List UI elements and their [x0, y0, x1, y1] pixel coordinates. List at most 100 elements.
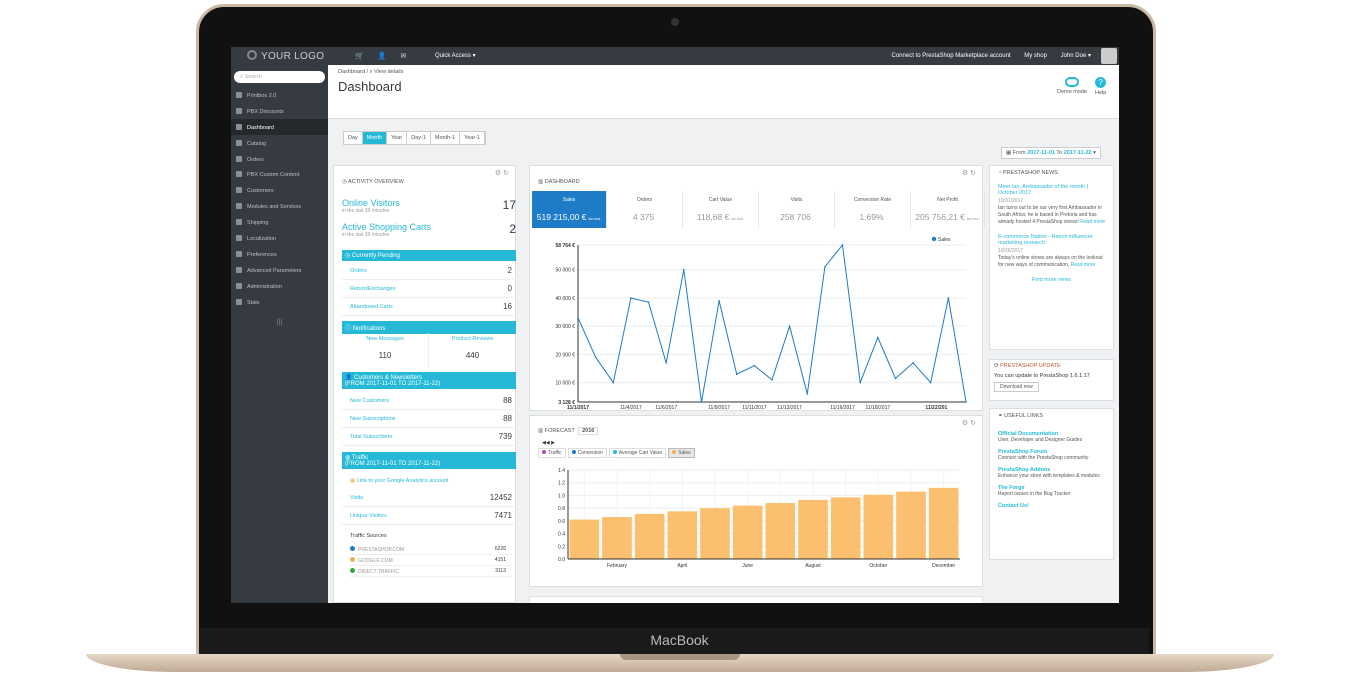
- useful-link[interactable]: Contact Us!: [998, 503, 1105, 509]
- forecast-bar[interactable]: [569, 519, 600, 559]
- my-shop-link[interactable]: My shop: [1024, 53, 1047, 59]
- sidebar-item[interactable]: Preferences: [231, 246, 328, 262]
- sidebar-item[interactable]: Catalog: [231, 135, 328, 151]
- breadcrumb-view[interactable]: View details: [374, 69, 404, 75]
- refresh-icon[interactable]: ↻: [970, 170, 976, 177]
- traffic-row[interactable]: Visits 12452: [342, 490, 516, 507]
- online-visitors[interactable]: Online Visitors in the last 30 minutes 1…: [342, 198, 516, 214]
- sales-point[interactable]: [683, 268, 685, 271]
- date-range-picker[interactable]: ▦ From 2017-11-01 To 2017-11-22 ▾: [1001, 147, 1101, 159]
- kpi-tile[interactable]: Net Profit 205 756,21 € tax excl.: [911, 191, 985, 228]
- avatar[interactable]: [1101, 48, 1117, 64]
- period-button[interactable]: Day-1: [407, 132, 431, 144]
- sidebar-item[interactable]: Advanced Parameters: [231, 262, 328, 278]
- forecast-bar[interactable]: [732, 505, 763, 559]
- useful-link-title[interactable]: PrestaShop Forum: [998, 449, 1048, 455]
- forecast-bar[interactable]: [798, 499, 828, 559]
- sales-point[interactable]: [630, 297, 632, 299]
- sales-point[interactable]: [700, 401, 703, 403]
- news-item-title[interactable]: E-commerce Nation - Reech influencer mar…: [998, 234, 1093, 246]
- sidebar-item[interactable]: Shipping: [231, 214, 328, 230]
- useful-link[interactable]: Official Documentation User, Developer an…: [998, 431, 1105, 443]
- gear-icon[interactable]: ⚙: [961, 420, 969, 427]
- sales-point[interactable]: [965, 401, 967, 403]
- forecast-bar[interactable]: [928, 487, 959, 559]
- useful-link[interactable]: PrestaShop Forum Connect with the PrestaS…: [998, 449, 1105, 461]
- useful-link[interactable]: The Forge Report issues in the Bug Tracke…: [998, 485, 1105, 497]
- search-input[interactable]: ⌕ Search: [234, 71, 325, 83]
- useful-link-title[interactable]: The Forge: [998, 485, 1025, 491]
- sales-point[interactable]: [735, 373, 738, 375]
- breadcrumb-root[interactable]: Dashboard: [338, 69, 365, 75]
- sales-point[interactable]: [577, 316, 579, 319]
- period-button[interactable]: Year: [387, 132, 408, 144]
- sidebar-item[interactable]: Dashboard: [231, 118, 328, 135]
- sales-point[interactable]: [877, 336, 879, 339]
- demo-mode-button[interactable]: Demo mode: [1057, 77, 1087, 95]
- quick-access-menu[interactable]: Quick Access ▾: [435, 53, 476, 59]
- period-button[interactable]: Month: [362, 132, 388, 144]
- mail-icon[interactable]: ✉: [400, 53, 407, 60]
- sales-point[interactable]: [929, 381, 932, 384]
- forecast-nav[interactable]: ◀◀ ▶: [542, 440, 555, 446]
- sales-point[interactable]: [594, 356, 597, 359]
- sidebar-item[interactable]: Localization: [231, 230, 328, 246]
- sales-point[interactable]: [859, 381, 861, 384]
- customers-row[interactable]: New Customers 88: [342, 393, 516, 410]
- user-menu[interactable]: John Doe ▾: [1060, 53, 1091, 59]
- find-more-news-link[interactable]: Find more news: [1031, 277, 1072, 283]
- active-carts[interactable]: Active Shopping Carts in the last 30 min…: [342, 222, 516, 238]
- forecast-bar[interactable]: [830, 497, 861, 559]
- kpi-tile[interactable]: Sales 519 215,00 € tax excl.: [532, 191, 607, 228]
- download-button[interactable]: Download now: [994, 382, 1039, 392]
- gear-icon[interactable]: ⚙: [494, 170, 502, 177]
- sales-point[interactable]: [665, 362, 667, 364]
- kpi-tile[interactable]: Orders 4 375: [607, 191, 683, 228]
- useful-link-title[interactable]: Contact Us!: [998, 503, 1029, 509]
- forecast-bar[interactable]: [896, 491, 926, 559]
- collapse-icon[interactable]: |||: [276, 319, 283, 327]
- forecast-bar[interactable]: [765, 503, 796, 559]
- cart-icon[interactable]: 🛒: [355, 53, 364, 60]
- forecast-legend-item[interactable]: Average Cart Value: [608, 448, 667, 458]
- forecast-legend-item[interactable]: Sales: [668, 448, 695, 458]
- useful-link[interactable]: PrestaShop Addons Enhance your store with…: [998, 467, 1105, 479]
- news-item-title[interactable]: Meet Ian, Ambassador of the month | Octo…: [998, 184, 1089, 196]
- sidebar-item[interactable]: Stats: [231, 294, 328, 310]
- useful-link-title[interactable]: PrestaShop Addons: [998, 467, 1051, 473]
- logo[interactable]: YOUR LOGO: [247, 50, 324, 62]
- prev-icon[interactable]: ◀◀: [542, 440, 550, 446]
- sales-point[interactable]: [718, 299, 720, 302]
- period-button[interactable]: Year-1: [460, 132, 486, 144]
- traffic-row[interactable]: Unique Visitors 7471: [342, 508, 516, 525]
- sales-point[interactable]: [806, 393, 809, 395]
- pending-row[interactable]: Orders 2: [342, 263, 516, 280]
- product-reviews[interactable]: Product Reviews 440: [429, 333, 516, 369]
- customers-row[interactable]: New Subscriptions 88: [342, 411, 516, 428]
- kpi-tile[interactable]: Conversion Rate 1.69%: [835, 191, 911, 228]
- refresh-icon[interactable]: ↻: [970, 420, 976, 427]
- next-icon[interactable]: ▶: [551, 440, 555, 446]
- sidebar-item[interactable]: PBX Discounts: [231, 103, 328, 119]
- sales-point[interactable]: [894, 377, 897, 380]
- sales-point[interactable]: [753, 364, 756, 367]
- sales-point[interactable]: [788, 325, 791, 327]
- sidebar-item[interactable]: Orders: [231, 151, 328, 167]
- useful-link-title[interactable]: Official Documentation: [998, 431, 1059, 437]
- sidebar-item[interactable]: Administration: [231, 278, 328, 294]
- period-button[interactable]: Month-1: [431, 132, 461, 144]
- sales-point[interactable]: [647, 301, 650, 303]
- sidebar-item[interactable]: PBX Custom Content: [231, 166, 328, 182]
- customers-row[interactable]: Total Subscribers 739: [342, 429, 516, 446]
- sidebar-item[interactable]: Printbox 2.0: [231, 87, 328, 103]
- google-analytics-link[interactable]: ▦ Link to your Google Analytics account: [350, 478, 448, 484]
- gear-icon[interactable]: ⚙: [961, 170, 969, 177]
- forecast-legend-item[interactable]: Conversion: [567, 448, 607, 458]
- new-messages[interactable]: New Messages 110: [342, 333, 429, 369]
- read-more-link[interactable]: Read more: [1080, 219, 1106, 225]
- user-icon[interactable]: 👤: [377, 53, 387, 60]
- sales-point[interactable]: [612, 381, 615, 384]
- forecast-bar[interactable]: [634, 513, 665, 559]
- sales-point[interactable]: [824, 266, 826, 268]
- refresh-icon[interactable]: ↻: [503, 170, 509, 177]
